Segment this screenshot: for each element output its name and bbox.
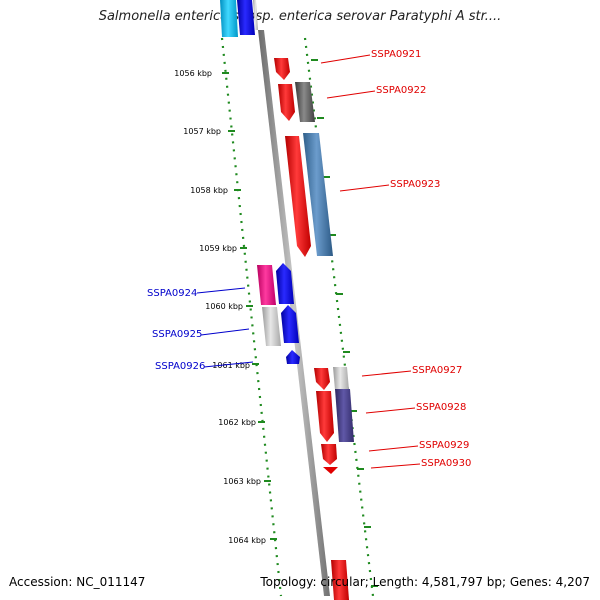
gene-SSPA0929[interactable] — [321, 444, 337, 465]
connector-SSPA0930 — [370, 463, 421, 469]
connector-SSPA0926 — [203, 361, 254, 368]
gene-SSPA0930[interactable] — [323, 467, 338, 474]
ruler-label: 1060 kbp — [205, 302, 243, 311]
right-ruler-track — [303, 37, 375, 597]
gene-feature[interactable] — [253, 0, 258, 30]
gene-feature[interactable] — [237, 0, 255, 35]
gene-SSPA0927[interactable] — [314, 368, 330, 390]
connector-SSPA0923 — [339, 184, 390, 192]
gene-label-SSPA0929[interactable]: SSPA0929 — [419, 440, 469, 451]
left-ruler-track — [220, 37, 283, 597]
ruler-label: 1062 kbp — [218, 418, 256, 427]
gene-feature[interactable] — [335, 389, 354, 442]
ruler-label: 1058 kbp — [190, 186, 228, 195]
ruler-label: 1063 kbp — [223, 477, 261, 486]
gene-label-SSPA0924[interactable]: SSPA0924 — [147, 288, 197, 299]
gene-SSPA0924[interactable] — [276, 263, 294, 304]
ruler-label: 1059 kbp — [199, 244, 237, 253]
ruler-ticks — [222, 59, 378, 587]
connector-SSPA0927 — [361, 370, 412, 377]
accession-text: Accession: NC_011147 — [9, 575, 146, 589]
ruler-label: 1064 kbp — [228, 536, 266, 545]
gene-feature[interactable] — [220, 0, 238, 37]
gene-feature[interactable] — [331, 560, 349, 600]
genome-summary-text: Topology: circular; Length: 4,581,797 bp… — [260, 575, 590, 589]
gene-label-SSPA0923[interactable]: SSPA0923 — [390, 179, 440, 190]
gene-feature[interactable] — [303, 133, 333, 256]
gene-SSPA0921[interactable] — [274, 58, 290, 80]
connector-SSPA0925 — [200, 328, 250, 336]
connector-SSPA0929 — [368, 445, 419, 452]
ruler-label: 1056 kbp — [174, 69, 212, 78]
connector-SSPA0922 — [326, 90, 376, 99]
gene-label-SSPA0922[interactable]: SSPA0922 — [376, 85, 426, 96]
gene-label-SSPA0921[interactable]: SSPA0921 — [371, 49, 421, 60]
gene-label-SSPA0926[interactable]: SSPA0926 — [155, 361, 205, 372]
connector-SSPA0928 — [365, 407, 416, 414]
map-title: Salmonella enterica subsp. enterica sero… — [98, 9, 502, 24]
ruler-label: 1061 kbp — [212, 361, 250, 370]
gene-SSPA0923[interactable] — [285, 136, 311, 257]
gene-feature[interactable] — [333, 367, 349, 390]
connector-SSPA0924 — [196, 287, 246, 294]
gene-SSPA0922[interactable] — [278, 84, 295, 121]
gene-SSPA0925[interactable] — [281, 305, 299, 343]
ruler-label: 1057 kbp — [183, 127, 221, 136]
gene-feature[interactable] — [257, 265, 276, 305]
gene-SSPA0926[interactable] — [286, 350, 300, 364]
gene-label-SSPA0928[interactable]: SSPA0928 — [416, 402, 466, 413]
gene-feature[interactable] — [295, 82, 315, 122]
gene-feature[interactable] — [262, 307, 281, 346]
gene-label-SSPA0925[interactable]: SSPA0925 — [152, 329, 202, 340]
gene-label-SSPA0930[interactable]: SSPA0930 — [421, 458, 471, 469]
gene-SSPA0928[interactable] — [316, 391, 334, 442]
connector-SSPA0921 — [320, 54, 371, 64]
gene-label-SSPA0927[interactable]: SSPA0927 — [412, 365, 462, 376]
